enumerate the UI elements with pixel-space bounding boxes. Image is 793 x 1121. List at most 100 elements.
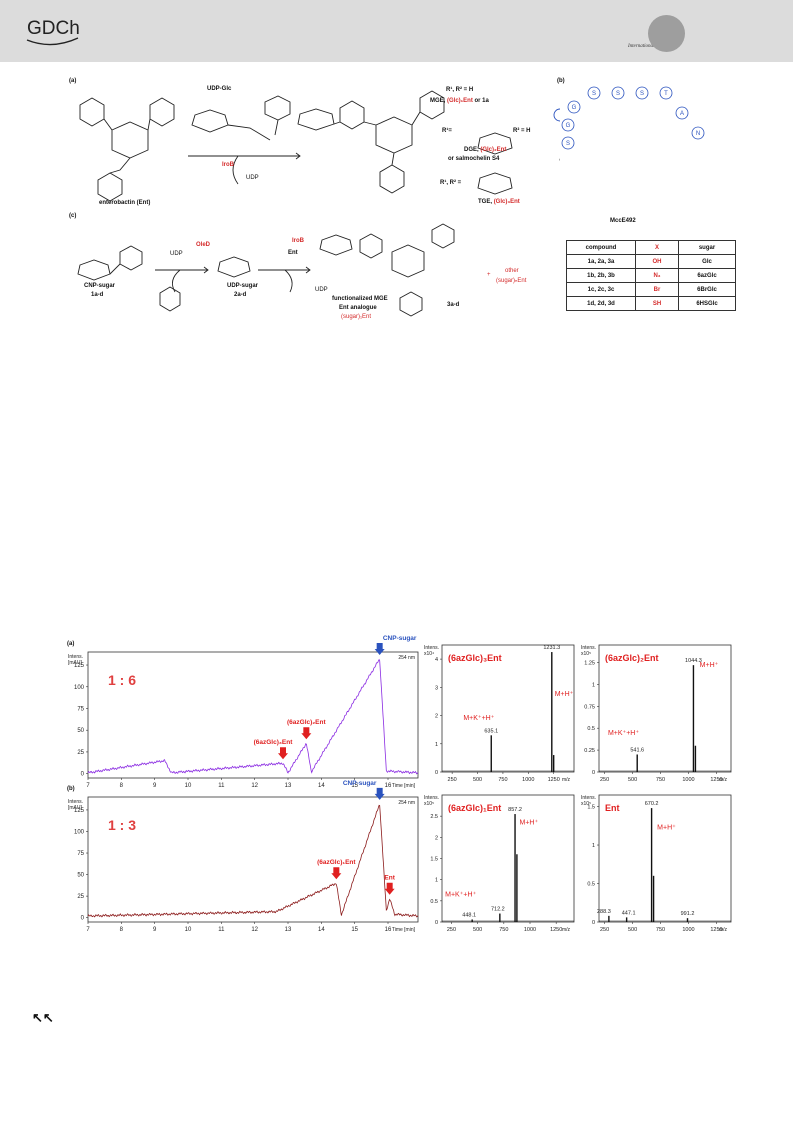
cnp-ids-label: 1a-d bbox=[91, 292, 104, 298]
udp-sugar-ring bbox=[217, 256, 251, 278]
x-tick-label: 250 bbox=[600, 927, 609, 933]
hplc-frame bbox=[87, 651, 419, 779]
peak-label: 857.2 bbox=[508, 807, 522, 813]
table-cell: 6HSGlc bbox=[678, 296, 736, 311]
peptide-res-8: N bbox=[696, 131, 700, 137]
x-tick-label: 11 bbox=[218, 783, 225, 789]
scheme-panel-b: (b) bbox=[557, 78, 565, 84]
func-mge-ring bbox=[359, 233, 383, 259]
mcc-peptide-chain bbox=[553, 108, 560, 122]
x-tick-label: 16 bbox=[385, 927, 392, 933]
peptide-res-3: S bbox=[592, 91, 596, 97]
x-tick-label: 1250 bbox=[710, 777, 722, 783]
x-tick-label: 750 bbox=[498, 777, 507, 783]
peak-label: 670.2 bbox=[645, 801, 659, 807]
mcc-label: MccE492 bbox=[610, 218, 636, 224]
peak-cnp-sugar-label: CNP-sugar bbox=[383, 635, 417, 642]
x-tick-label: 1000 bbox=[682, 777, 694, 783]
sugar-ent-label: (sugar)₁Ent bbox=[341, 314, 372, 320]
udp-c1-label: UDP bbox=[170, 251, 183, 257]
ion-mh-label: M+H⁺ bbox=[657, 825, 676, 832]
chromatogram-trace bbox=[87, 658, 419, 775]
edition-label: International Edition bbox=[628, 44, 671, 49]
ms-title: (6azGlc)₁Ent bbox=[448, 803, 501, 813]
y-tick-label: 50 bbox=[77, 873, 84, 879]
ent-core bbox=[111, 121, 149, 159]
y-tick-label: 100 bbox=[74, 685, 85, 691]
y-tick-label: 2.5 bbox=[430, 814, 438, 820]
x-tick-label: 15 bbox=[351, 927, 358, 933]
ms-title: (6azGlc)₃Ent bbox=[448, 653, 502, 663]
y-tick-label: 2 bbox=[435, 714, 438, 720]
y-tick-label: 1.5 bbox=[430, 857, 438, 863]
y-tick-label: 100 bbox=[74, 829, 85, 835]
mge-core bbox=[375, 116, 413, 154]
ms-frame bbox=[441, 644, 575, 773]
x-tick-label: 1250 bbox=[710, 927, 722, 933]
udp-sugar-ids-label: 2a-d bbox=[234, 292, 247, 298]
cnp-sugar-label: CNP-sugar bbox=[84, 283, 116, 289]
y-tick-label: 0.75 bbox=[584, 704, 595, 710]
x-tick-label: 250 bbox=[600, 777, 609, 783]
udp-glc-label: UDP-Glc bbox=[207, 86, 232, 92]
peak-label: 712.2 bbox=[491, 907, 505, 913]
peak-label: 1231.3 bbox=[543, 645, 560, 651]
header-circle bbox=[648, 15, 685, 52]
peptide-res-5: S bbox=[640, 91, 644, 97]
wavelength-label: 254 nm bbox=[398, 655, 415, 661]
wavelength-label: 254 nm bbox=[398, 800, 415, 806]
peak-cnp-sugar-arrow-icon bbox=[374, 787, 385, 800]
gdch-logo: GDCh bbox=[26, 18, 80, 46]
journal-header: GDCh International Edition bbox=[0, 0, 793, 62]
x-tick-label: 750 bbox=[656, 777, 665, 783]
peak-label: 1044.3 bbox=[685, 658, 702, 664]
scheme-panel-a: (a) bbox=[69, 78, 77, 84]
y-tick-label: 25 bbox=[77, 894, 84, 900]
table-cell: 1d, 2d, 3d bbox=[566, 296, 636, 311]
tge-sugar bbox=[477, 172, 513, 195]
y-tick-label: 3 bbox=[435, 685, 438, 691]
y-tick-label: 1.5 bbox=[587, 805, 595, 811]
x-tick-label: 11 bbox=[218, 927, 225, 933]
peak-6azglc1-arrow-icon bbox=[331, 867, 342, 880]
y-tick-label: 0.5 bbox=[587, 882, 595, 888]
peak-label: 991.2 bbox=[681, 911, 695, 917]
y-axis-unit: [mAU] bbox=[68, 805, 83, 811]
x-tick-label: 14 bbox=[318, 783, 325, 789]
x-tick-label: 1000 bbox=[524, 927, 536, 933]
ion-mk-label: M+K⁺+H⁺ bbox=[463, 715, 494, 722]
x-tick-label: 1250 bbox=[550, 927, 562, 933]
y-tick-label: 0.5 bbox=[587, 726, 595, 732]
x-tick-label: 7 bbox=[86, 927, 90, 933]
dge-sugar bbox=[477, 132, 513, 155]
peptide-res-6: T bbox=[664, 91, 668, 97]
y-tick-label: 1 bbox=[592, 682, 595, 688]
peptide-res-9: S bbox=[566, 141, 570, 147]
y-axis-label: Intens. bbox=[424, 645, 439, 651]
oleD-label: OleD bbox=[196, 242, 211, 248]
y-tick-label: 0 bbox=[81, 916, 85, 922]
x-tick-label: 1000 bbox=[522, 777, 534, 783]
peak-6azglc1-label: (6azGlc)₁Ent bbox=[317, 859, 356, 866]
y-axis-unit: [mAU] bbox=[68, 660, 83, 666]
x-axis-title: m/z bbox=[562, 927, 571, 933]
y-tick-label: 1 bbox=[592, 843, 595, 849]
dge-label: DGE, (Glc)₂Ent bbox=[464, 147, 507, 153]
x-tick-label: 500 bbox=[628, 777, 637, 783]
ion-mk-label: M+K⁺+H⁺ bbox=[445, 892, 476, 899]
peak-6azglc2-label: (6azGlc)₂Ent bbox=[287, 719, 326, 726]
other-label: other bbox=[505, 268, 519, 274]
y-axis-scale: x10⁵ bbox=[581, 801, 591, 807]
x-tick-label: 500 bbox=[473, 927, 482, 933]
back-to-top-icon[interactable]: ↖↖ bbox=[32, 1010, 54, 1025]
product-ids-label: 3a-d bbox=[447, 302, 460, 308]
x-tick-label: 250 bbox=[447, 927, 456, 933]
x-tick-label: 10 bbox=[185, 783, 192, 789]
x-tick-label: 16 bbox=[385, 783, 392, 789]
table-row: 1b, 2b, 3b N₃ 6azGlc bbox=[566, 268, 736, 283]
plus-label: + bbox=[487, 272, 491, 278]
x-tick-label: 13 bbox=[285, 783, 292, 789]
y-axis-scale: x10⁵ bbox=[581, 651, 591, 657]
ms-title: (6azGlc)₂Ent bbox=[605, 653, 659, 663]
